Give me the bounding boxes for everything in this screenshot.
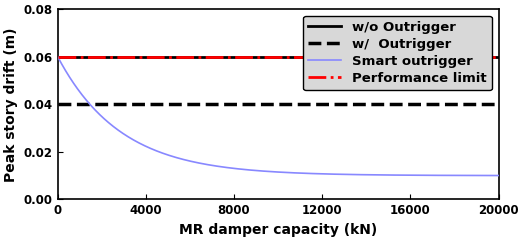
Legend: w/o Outrigger, w/  Outrigger, Smart outrigger, Performance limit: w/o Outrigger, w/ Outrigger, Smart outri… (303, 16, 492, 90)
X-axis label: MR damper capacity (kN): MR damper capacity (kN) (179, 223, 377, 237)
Y-axis label: Peak story drift (m): Peak story drift (m) (4, 27, 18, 181)
